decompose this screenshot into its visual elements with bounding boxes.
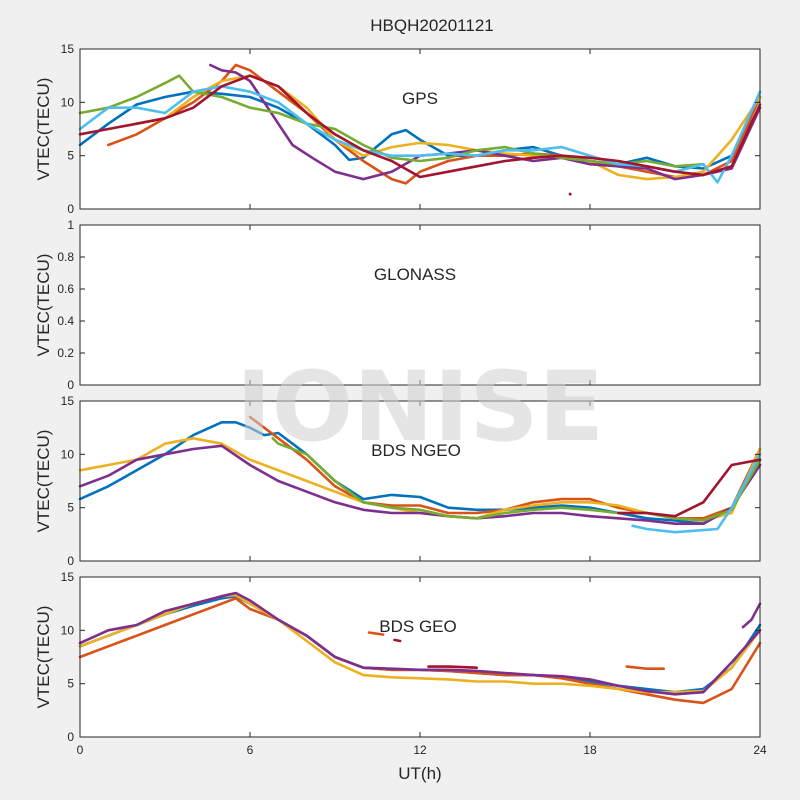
- series-line-maroon: [78, 74, 762, 179]
- series-line-green: [271, 437, 762, 522]
- y-tick-label: 0.8: [57, 250, 74, 264]
- series-line-yellow: [135, 74, 762, 181]
- panel-title: GPS: [402, 89, 438, 108]
- series-line-purple: [78, 444, 762, 525]
- x-tick-label: 24: [753, 743, 767, 757]
- panel-title: BDS NGEO: [371, 441, 461, 460]
- y-axis-label: VTEC(TECU): [34, 430, 53, 533]
- panel-title: GLONASS: [374, 265, 456, 284]
- series-line-orange: [625, 665, 665, 670]
- y-tick-label: 10: [61, 447, 75, 461]
- y-tick-label: 0.4: [57, 314, 74, 328]
- series-line-cyan: [631, 453, 762, 534]
- y-tick-label: 0.2: [57, 346, 74, 360]
- series-line-maroon: [427, 665, 478, 669]
- panel-bds-geo: 0 5 10 15 0 6 12 18 24 VTEC(TECU) BDS GEO UT(h): [34, 570, 767, 783]
- y-axis-label: VTEC(TECU): [34, 78, 53, 181]
- y-tick-label: 1: [67, 218, 74, 232]
- y-tick-label: 0: [67, 378, 74, 392]
- series-line-maroon: [393, 638, 402, 643]
- panel-title: BDS GEO: [379, 617, 456, 636]
- panel-glonass: 0 0.2 0.4 0.6 0.8 1 VTEC(TECU) GLONASS: [34, 218, 761, 392]
- y-tick-label: 10: [61, 95, 75, 109]
- panel-bds-ngeo: 0 5 10 15 VTEC(TECU) BDS NGEO: [34, 394, 762, 568]
- x-tick-label: 6: [247, 743, 254, 757]
- y-tick-label: 15: [61, 394, 75, 408]
- x-tick-label: 12: [413, 743, 427, 757]
- x-tick-label: 18: [583, 743, 597, 757]
- plot-area: [80, 577, 760, 737]
- watermark: IONISE: [236, 351, 604, 463]
- panel-gps: 0 5 10 15 VTEC(TECU) GPS: [34, 42, 762, 216]
- y-tick-label: 15: [61, 42, 75, 56]
- y-tick-label: 0.6: [57, 282, 74, 296]
- y-tick-label: 5: [67, 149, 74, 163]
- plot-area: [80, 49, 760, 209]
- y-tick-label: 15: [61, 570, 75, 584]
- x-tick-label: 0: [77, 743, 84, 757]
- y-tick-label: 5: [67, 677, 74, 691]
- y-tick-label: 0: [67, 554, 74, 568]
- series-line-purple: [78, 591, 762, 696]
- y-axis-label: VTEC(TECU): [34, 606, 53, 709]
- y-tick-label: 10: [61, 623, 75, 637]
- series-line-blue: [78, 421, 762, 525]
- plot-area: [80, 225, 760, 385]
- y-tick-label: 0: [67, 730, 74, 744]
- y-tick-label: 5: [67, 501, 74, 515]
- plot-area: [80, 401, 760, 561]
- series-line-maroon: [617, 458, 762, 518]
- x-axis-label: UT(h): [398, 764, 441, 783]
- panels: 0 5 10 15 VTEC(TECU) GPS 0 0.2 0.4 0.6 0.8 1 VTEC(TE…: [34, 42, 767, 783]
- y-tick-label: 0: [67, 202, 74, 216]
- series-line-purple: [741, 602, 762, 629]
- y-axis-label: VTEC(TECU): [34, 254, 53, 357]
- series-line-green: [78, 74, 705, 168]
- stray-data-dot: [568, 192, 572, 196]
- series-line-orange: [367, 631, 385, 636]
- figure-title: HBQH20201121: [370, 16, 494, 35]
- series-line-orange: [107, 63, 762, 185]
